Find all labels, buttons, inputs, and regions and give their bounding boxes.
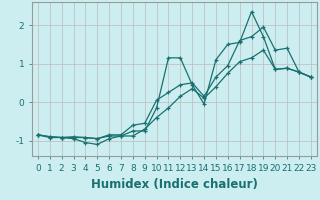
X-axis label: Humidex (Indice chaleur): Humidex (Indice chaleur) [91, 178, 258, 191]
